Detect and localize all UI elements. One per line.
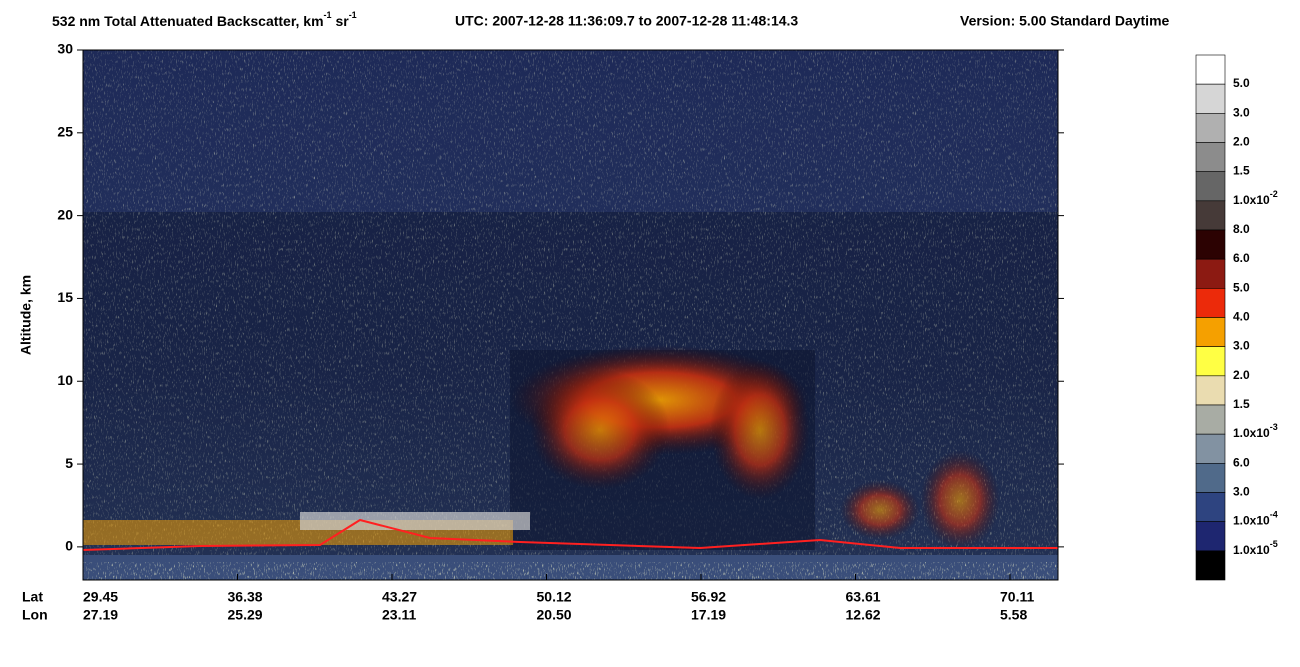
colorbar-label: 8.0 [1233, 222, 1250, 236]
colorbar-swatch [1195, 142, 1226, 172]
text-part: 8.0 [1233, 222, 1250, 236]
x-tick-label: 23.11 [382, 607, 416, 623]
superscript: -1 [349, 10, 357, 20]
colorbar-swatch [1195, 200, 1226, 231]
y-tick-label: 0 [65, 538, 73, 554]
x-tick-label: 63.61 [846, 589, 881, 605]
colorbar-label: 1.0x10-3 [1233, 423, 1278, 441]
colorbar-label: 3.0 [1233, 485, 1250, 499]
colorbar-swatch [1195, 433, 1226, 464]
colorbar-swatch [1195, 288, 1226, 318]
colorbar-swatch [1195, 404, 1226, 435]
colorbar-swatch [1195, 521, 1226, 552]
text-part: 1.5 [1233, 164, 1250, 178]
colorbar-swatch [1195, 375, 1226, 406]
colorbar-swatch [1195, 83, 1226, 114]
chart-title: 532 nm Total Attenuated Backscatter, km-… [52, 10, 357, 28]
colorbar-label: 2.0 [1233, 135, 1250, 149]
text-part: 4.0 [1233, 310, 1250, 324]
y-tick-label: 25 [57, 124, 73, 140]
colorbar-swatch [1195, 463, 1226, 493]
colorbar-swatch [1195, 258, 1226, 289]
x-tick-label: 5.58 [1000, 607, 1027, 623]
superscript: -4 [1270, 510, 1278, 520]
x-tick-label: 36.38 [228, 589, 263, 605]
text-part: 1.5 [1233, 397, 1250, 411]
colorbar-label: 6.0 [1233, 456, 1250, 470]
text-part: 532 nm Total Attenuated Backscatter, km [52, 13, 324, 29]
text-part: 3.0 [1233, 485, 1250, 499]
y-tick-label: 20 [57, 206, 73, 222]
superscript: -3 [1270, 423, 1278, 433]
colorbar-label: 4.0 [1233, 310, 1250, 324]
x-row-name: Lat [22, 589, 43, 605]
superscript: -5 [1270, 539, 1278, 549]
text-part: 1.0x10 [1233, 543, 1270, 557]
colorbar-swatch [1195, 492, 1226, 522]
y-tick-label: 15 [57, 289, 73, 305]
curtain-image [83, 50, 1058, 580]
text-part: 1.0x10 [1233, 514, 1270, 528]
text-part: 5.0 [1233, 281, 1250, 295]
x-tick-label: 17.19 [691, 607, 726, 623]
x-tick-label: 12.62 [846, 607, 881, 623]
x-tick-label: 50.12 [537, 589, 572, 605]
x-tick-label: 43.27 [382, 589, 417, 605]
colorbar-label: 3.0 [1233, 106, 1250, 120]
x-tick-label: 20.50 [537, 607, 572, 623]
colorbar-label: 1.0x10-4 [1233, 510, 1278, 528]
y-tick-label: 30 [57, 41, 73, 57]
colorbar-swatch [1195, 550, 1226, 581]
x-tick-label: 70.11 [1000, 589, 1034, 605]
text-part: 1.0x10 [1233, 193, 1270, 207]
x-tick-label: 25.29 [228, 607, 263, 623]
superscript: -1 [324, 10, 332, 20]
text-part: sr [332, 13, 350, 29]
text-part: 2.0 [1233, 368, 1250, 382]
colorbar-label: 3.0 [1233, 339, 1250, 353]
text-part: 3.0 [1233, 106, 1250, 120]
colorbar-swatch [1195, 346, 1226, 377]
colorbar-swatch [1195, 54, 1226, 85]
text-part: 6.0 [1233, 456, 1250, 470]
x-tick-label: 27.19 [83, 607, 118, 623]
y-tick-label: 5 [65, 455, 73, 471]
colorbar-label: 6.0 [1233, 251, 1250, 265]
text-part: 2.0 [1233, 135, 1250, 149]
text-part: 1.0x10 [1233, 426, 1270, 440]
text-part: 5.0 [1233, 76, 1250, 90]
colorbar-swatch [1195, 229, 1226, 260]
colorbar-label: 1.5 [1233, 164, 1250, 178]
y-tick-label: 10 [57, 372, 73, 388]
y-axis-label: Altitude, km [18, 275, 34, 355]
colorbar-swatch [1195, 113, 1226, 143]
text-part: 3.0 [1233, 339, 1250, 353]
colorbar-label: 1.0x10-2 [1233, 189, 1278, 207]
superscript: -2 [1270, 189, 1278, 199]
utc-range: UTC: 2007-12-28 11:36:09.7 to 2007-12-28… [455, 13, 798, 29]
colorbar-label: 1.5 [1233, 397, 1250, 411]
colorbar-label: 5.0 [1233, 76, 1250, 90]
colorbar-label: 5.0 [1233, 281, 1250, 295]
text-part: 6.0 [1233, 251, 1250, 265]
plot-frame [82, 49, 1059, 581]
colorbar-swatch [1195, 171, 1226, 202]
colorbar-label: 2.0 [1233, 368, 1250, 382]
colorbar-swatch [1195, 317, 1226, 347]
colorbar-label: 1.0x10-5 [1233, 539, 1278, 557]
x-row-name: Lon [22, 607, 48, 623]
x-tick-label: 29.45 [83, 589, 118, 605]
version: Version: 5.00 Standard Daytime [960, 13, 1170, 29]
x-tick-label: 56.92 [691, 589, 726, 605]
